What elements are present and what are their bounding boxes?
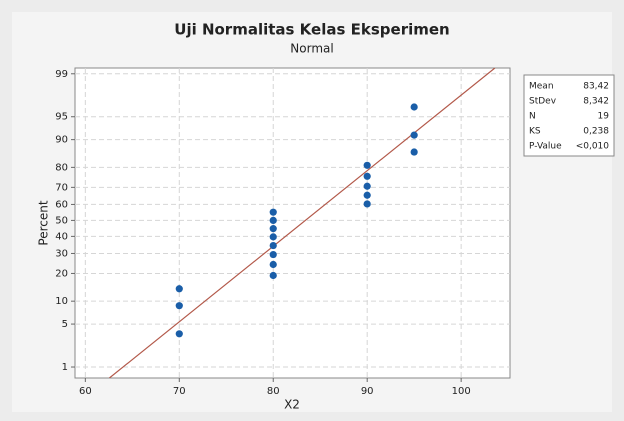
data-point [410,103,418,111]
x-tick-label: 60 [79,386,92,397]
data-point [363,191,371,199]
stat-value: 0,238 [583,127,609,137]
data-point [269,260,277,269]
data-point [410,148,418,156]
y-tick-label: 10 [55,296,68,307]
data-point [363,182,371,190]
data-point [363,200,371,208]
data-point [410,131,418,139]
y-tick-label: 1 [62,362,68,373]
stat-label: StDev [529,97,557,107]
data-point [269,225,277,233]
data-point [269,271,277,280]
data-point [175,302,183,310]
stat-label: Mean [529,82,554,92]
y-tick-label: 80 [55,162,68,173]
stat-value: 83,42 [583,82,609,92]
x-tick-label: 70 [173,386,186,397]
stat-label: N [529,112,536,122]
x-axis-label: X2 [284,398,300,412]
y-tick-label: 40 [55,231,68,242]
y-tick-label: 60 [55,199,68,210]
data-point [269,241,277,250]
y-tick-label: 99 [55,69,68,80]
data-point [363,161,371,169]
stat-value: 8,342 [583,97,609,107]
data-point [269,250,277,259]
x-tick-label: 90 [361,386,374,397]
stats-box [523,74,615,157]
chart-title: Uji Normalitas Kelas Eksperimen [174,21,449,39]
y-tick-label: 50 [55,215,68,226]
plot-area [74,67,511,379]
x-tick-label: 80 [267,386,280,397]
stat-value: <0,010 [576,142,610,152]
y-tick-label: 20 [55,268,68,279]
chart-subtitle: Normal [290,42,333,56]
stat-label: KS [529,127,541,137]
data-point [269,233,277,241]
data-point [175,285,183,293]
stat-value: 19 [598,112,610,122]
fit-line [109,68,496,378]
y-tick-label: 70 [55,182,68,193]
data-point [269,216,277,225]
y-tick-label: 95 [55,112,68,123]
x-tick-label: 100 [452,386,471,397]
y-axis-label: Percent [37,200,51,245]
y-tick-label: 5 [62,319,68,330]
data-point [269,208,277,216]
stat-label: P-Value [529,142,562,152]
y-tick-label: 90 [55,135,68,146]
y-tick-label: 30 [55,248,68,259]
data-point [363,172,371,180]
data-point [175,330,183,338]
